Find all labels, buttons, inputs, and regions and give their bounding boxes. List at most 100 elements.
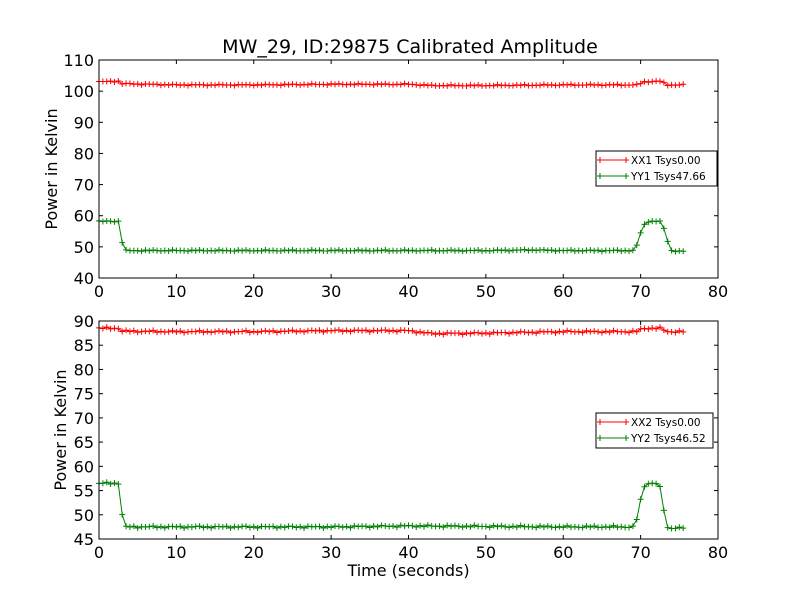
data-point-marker: [301, 81, 308, 88]
data-point-marker: [428, 246, 435, 253]
data-point-marker: [490, 329, 497, 336]
data-point-marker: [293, 524, 300, 531]
data-point-marker: [444, 247, 451, 254]
x-tick-label: 20: [244, 543, 264, 562]
data-point-marker: [99, 325, 106, 332]
data-point-marker: [583, 523, 590, 530]
y-tick-label: 70: [74, 409, 94, 428]
data-point-marker: [243, 523, 250, 530]
data-point-marker: [479, 248, 486, 255]
data-point-marker: [130, 327, 137, 334]
data-point-marker: [463, 82, 470, 89]
y-tick-label: 100: [63, 82, 94, 101]
data-point-marker: [656, 483, 663, 490]
data-point-marker: [618, 82, 625, 89]
data-point-marker: [246, 81, 253, 88]
data-point-marker: [138, 248, 145, 255]
data-point-marker: [351, 81, 358, 88]
data-point-marker: [231, 523, 238, 530]
x-tick-label: 20: [244, 282, 264, 301]
data-point-marker: [413, 523, 420, 530]
data-point-marker: [463, 329, 470, 336]
data-point-marker: [335, 523, 342, 530]
data-point-marker: [331, 81, 338, 88]
data-point-marker: [401, 80, 408, 87]
data-point-marker: [362, 327, 369, 334]
data-point-marker: [397, 247, 404, 254]
data-point-marker: [424, 522, 431, 529]
data-point-marker: [227, 81, 234, 88]
x-tick-label: 80: [708, 543, 728, 562]
data-point-marker: [328, 247, 335, 254]
data-point-marker: [490, 522, 497, 529]
data-point-marker: [277, 82, 284, 89]
data-point-marker: [312, 327, 319, 334]
legend-label: YY2 Tsys46.52: [630, 433, 706, 445]
data-point-marker: [591, 522, 598, 529]
data-point-marker: [602, 523, 609, 530]
data-point-marker: [540, 329, 547, 336]
data-point-marker: [409, 247, 416, 254]
data-point-marker: [571, 248, 578, 255]
data-point-marker: [587, 81, 594, 88]
data-point-marker: [606, 329, 613, 336]
data-point-marker: [223, 327, 230, 334]
data-point-marker: [676, 327, 683, 334]
data-point-marker: [455, 330, 462, 337]
data-point-marker: [324, 247, 331, 254]
data-point-marker: [297, 327, 304, 334]
data-point-marker: [320, 81, 327, 88]
data-point-marker: [579, 329, 586, 336]
data-point-marker: [169, 523, 176, 530]
data-point-marker: [382, 327, 389, 334]
data-point-marker: [614, 524, 621, 531]
data-point-marker: [482, 523, 489, 530]
data-point-marker: [370, 523, 377, 529]
data-point-marker: [123, 523, 130, 530]
data-point-marker: [250, 82, 257, 89]
data-point-marker: [328, 80, 335, 87]
data-point-marker: [556, 82, 563, 89]
data-point-marker: [390, 81, 397, 88]
data-point-marker: [250, 523, 257, 530]
data-point-marker: [281, 247, 288, 254]
data-point-marker: [598, 248, 605, 255]
data-point-marker: [208, 524, 215, 531]
data-point-marker: [239, 247, 246, 254]
data-point-marker: [680, 248, 687, 255]
data-point-marker: [103, 479, 110, 486]
data-point-marker: [258, 247, 265, 254]
data-point-marker: [668, 247, 675, 254]
data-point-marker: [459, 248, 466, 255]
data-point-marker: [181, 525, 188, 532]
data-point-marker: [672, 248, 679, 255]
y-tick-label: 80: [74, 360, 94, 379]
data-point-marker: [146, 247, 153, 254]
data-point-marker: [382, 80, 389, 87]
data-point-marker: [324, 523, 331, 530]
data-point-marker: [494, 81, 501, 88]
data-point-marker: [273, 329, 280, 336]
data-point-marker: [567, 81, 574, 88]
data-point-marker: [165, 248, 172, 255]
data-point-marker: [335, 326, 342, 333]
data-point-marker: [417, 328, 424, 335]
panels: 0 10 20 30 40 50 60 70 80405060708090100110Power…: [42, 51, 728, 580]
data-point-marker: [277, 248, 284, 255]
data-point-marker: [579, 248, 586, 255]
data-point-marker: [115, 218, 122, 225]
data-point-marker: [413, 81, 420, 88]
data-point-marker: [413, 329, 420, 336]
data-point-marker: [235, 524, 242, 531]
data-point-marker: [610, 81, 617, 88]
data-point-marker: [146, 328, 153, 335]
data-point-marker: [645, 326, 652, 333]
data-point-marker: [614, 247, 621, 254]
data-point-marker: [111, 218, 118, 225]
legend-marker: [597, 157, 629, 163]
y-tick-label: 50: [74, 238, 94, 257]
data-point-marker: [533, 330, 540, 337]
data-point-marker: [424, 82, 431, 89]
data-point-marker: [622, 328, 629, 335]
data-point-marker: [150, 522, 157, 529]
